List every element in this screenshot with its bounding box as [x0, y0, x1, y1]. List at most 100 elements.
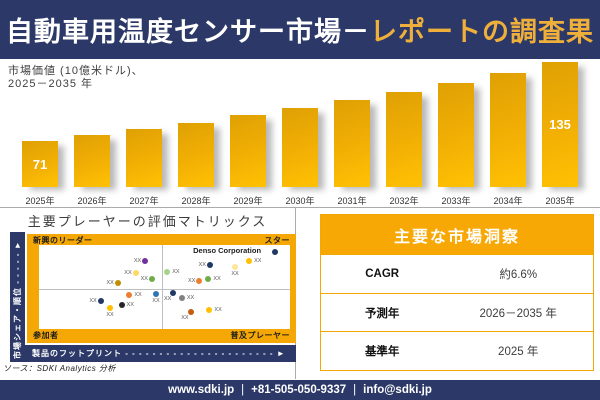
scatter-point-label: XX: [231, 271, 239, 277]
page-title-main: 自動車用温度センサー市場－: [6, 17, 370, 47]
bar-2026年: [74, 134, 110, 187]
scatter-point-label: XX: [198, 261, 206, 268]
scatter-point: [206, 307, 213, 314]
bar-value-label: 135: [549, 117, 571, 133]
scatter-point-label: XX: [106, 312, 114, 319]
quadrant-divider-horizontal: [39, 288, 290, 290]
scatter-point-label: XX: [214, 307, 222, 314]
x-axis-text: 製品のフットプリント: [32, 349, 122, 358]
bar-2025年: [22, 141, 58, 187]
table-row: 予測年 2026－2035 年: [321, 292, 593, 332]
scatter-point: [206, 261, 213, 268]
scatter-point-label: XX: [106, 279, 114, 286]
row-label-cagr: CAGR: [365, 267, 400, 280]
table-row: CAGR 約6.6%: [321, 254, 593, 293]
row-value-forecast-years: 2026－2035 年: [479, 307, 557, 320]
x-tick-label: 2033年: [441, 196, 471, 206]
quadrant-label-participants: 参加者: [33, 331, 59, 340]
website-link[interactable]: www.sdki.jp: [168, 384, 235, 396]
market-value-bar-chart: 市場価値 (10億米ドル)、 2025－2035 年 71 2025年 2026年 2…: [0, 59, 600, 207]
scatter-point: [126, 291, 133, 298]
market-insights-table: 主要な市場洞察 CAGR 約6.6% 予測年 2026－2035 年 基準年 2…: [320, 214, 594, 371]
chart-subtitle-line1: 市場価値 (10億米ドル)、: [8, 65, 144, 77]
x-tick-label: 2034年: [493, 196, 523, 206]
bar-2033年: [438, 82, 474, 187]
source-note: ソース：SDKI Analytics 分析: [3, 364, 116, 373]
scatter-point-label: XX: [152, 298, 160, 305]
scatter-point: [107, 305, 114, 312]
scatter-point-label: XX: [140, 276, 148, 283]
chart-subtitle: 市場価値 (10億米ドル)、 2025－2035 年: [8, 65, 144, 91]
scatter-point: [148, 276, 155, 283]
quadrant-label-star: スター: [264, 236, 290, 245]
scatter-point: [164, 268, 171, 275]
scatter-point: [187, 308, 194, 315]
x-axis-arrow-icon: - - - - - - - - - - - - - - - - - - - - …: [125, 349, 286, 358]
scatter-point-label: XX: [124, 269, 132, 276]
scatter-point: [132, 269, 139, 276]
x-tick-label: 2032年: [389, 196, 419, 206]
matrix-x-axis: 製品のフットプリント - - - - - - - - - - - - - - -…: [25, 345, 296, 362]
scatter-point: [205, 276, 212, 283]
scatter-point: [246, 257, 253, 264]
scatter-point-label: XX: [181, 314, 189, 321]
bar-2027年: [126, 128, 162, 187]
quadrant-label-pervasive-players: 普及プレーヤー: [230, 331, 290, 340]
x-tick-label: 2025年: [25, 196, 55, 206]
y-axis-arrow-icon: - - - - - ►: [13, 240, 22, 284]
row-label-base-year: 基準年: [364, 346, 400, 359]
scatter-point: [142, 257, 149, 264]
annotation-denso-corporation: Denso Corporation: [193, 246, 262, 256]
bar-2029年: [230, 115, 266, 187]
contact-footer: www.sdki.jp | +81-505-050-9337 | info@sd…: [0, 380, 600, 400]
scatter-point: [178, 294, 185, 301]
x-tick-label: 2028年: [181, 196, 211, 206]
x-tick-label: 2035年: [545, 196, 575, 206]
scatter-point: [114, 279, 121, 286]
scatter-point: [196, 277, 203, 284]
scatter-point-label: XX: [172, 268, 180, 275]
section-divider-horizontal: [0, 207, 600, 208]
scatter-point-label: XX: [254, 257, 262, 264]
insights-table-header: 主要な市場洞察: [321, 215, 593, 254]
scatter-point-label: XX: [213, 276, 221, 283]
footer-separator: |: [353, 384, 357, 396]
x-tick-label: 2030年: [285, 196, 315, 206]
phone-link[interactable]: +81-505-050-9337: [251, 384, 347, 396]
matrix-plot-area: XX XX XX XX XX XX XX XX XX XX XX XX XX XX XX XX XX XX XX De…: [39, 245, 290, 329]
matrix-y-axis: 市場シェア・順位 - - - - - ►: [10, 232, 25, 362]
matrix-y-axis-label: 市場シェア・順位 - - - - - ►: [10, 232, 25, 362]
scatter-point-label: XX: [188, 277, 196, 284]
page-title-highlight: レポートの調査果: [370, 17, 594, 47]
chart-subtitle-line2: 2025－2035 年: [8, 78, 93, 90]
scatter-point: [97, 298, 104, 305]
bar-value-label: 71: [32, 157, 48, 173]
y-axis-text: 市場シェア・順位: [13, 287, 22, 359]
bar-2034年: [490, 72, 526, 187]
x-tick-label: 2029年: [233, 196, 263, 206]
row-value-cagr: 約6.6%: [499, 268, 538, 281]
x-tick-label: 2027年: [129, 196, 159, 206]
scatter-point-label: XX: [126, 301, 134, 308]
row-label-forecast-years: 予測年: [364, 307, 400, 320]
footer-separator: |: [241, 384, 245, 396]
quadrant-label-emerging-leaders: 新興のリーダー: [33, 236, 93, 245]
bar-2031年: [334, 100, 370, 187]
email-link[interactable]: info@sdki.jp: [363, 384, 432, 396]
report-header: 自動車用温度センサー市場－レポートの調査果: [0, 0, 600, 59]
scatter-point: [152, 291, 159, 298]
quadrant-divider-vertical: [161, 245, 163, 329]
scatter-point-label: XX: [134, 291, 142, 298]
scatter-point-label: XX: [186, 294, 195, 301]
matrix-frame: 新興のリーダー スター 参加者 普及プレーヤー XX XX XX XX XX XX XX XX…: [27, 234, 296, 343]
scatter-point-label: XX: [89, 298, 97, 305]
scatter-point: [232, 264, 239, 270]
bar-2028年: [178, 122, 214, 187]
scatter-point: [118, 301, 125, 308]
scatter-point-label: XX: [133, 257, 142, 264]
scatter-point: [271, 249, 278, 256]
bar-2035年: [542, 61, 578, 187]
scatter-point: [170, 289, 177, 296]
table-row: 基準年 2025 年: [321, 331, 593, 370]
